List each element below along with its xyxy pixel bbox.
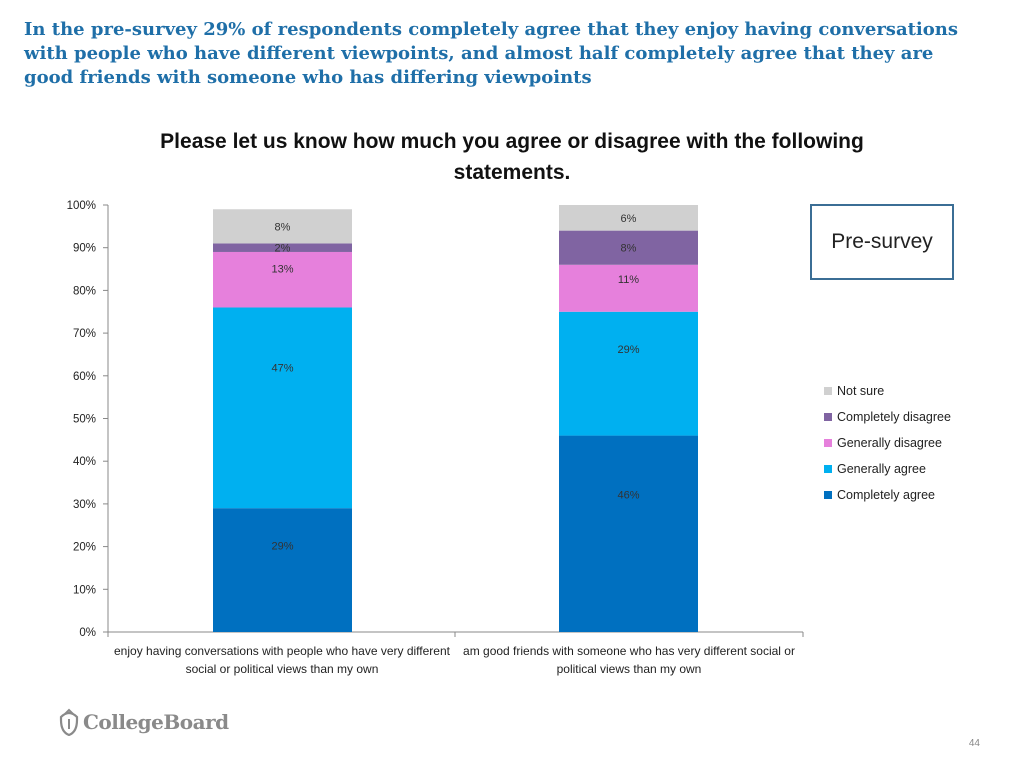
legend-swatch-completely-agree	[824, 491, 832, 499]
legend-label-completely-disagree: Completely disagree	[837, 410, 951, 424]
y-tick-label-90: 90%	[73, 243, 96, 255]
bar-1-completely-agree	[213, 508, 352, 632]
legend-label-completely-agree: Completely agree	[837, 488, 935, 502]
legend-item-generally-agree: Generally agree	[824, 456, 951, 482]
logo-text: CollegeBoard	[83, 710, 229, 734]
legend-label-generally-agree: Generally agree	[837, 462, 926, 476]
data-label-1-completely-agree: 29%	[271, 540, 293, 552]
y-tick-label-30: 30%	[73, 499, 96, 511]
college-board-logo: CollegeBoard	[58, 708, 229, 736]
legend-label-generally-disagree: Generally disagree	[837, 436, 942, 450]
y-tick-label-20: 20%	[73, 542, 96, 554]
chart-title: Please let us know how much you agree or…	[160, 130, 864, 184]
bar-1-generally-agree	[213, 307, 352, 509]
x-category-label-1: enjoy having conversations with people w…	[114, 644, 450, 676]
x-category-label-2: am good friends with someone who has ver…	[463, 644, 795, 676]
y-tick-label-100: 100%	[67, 200, 96, 212]
bar-2-not-sure	[559, 205, 698, 231]
slide-headline: In the pre-survey 29% of respondents com…	[24, 19, 958, 88]
bar-1-completely-disagree	[213, 243, 352, 252]
legend-item-not-sure: Not sure	[824, 378, 951, 404]
data-label-2-not-sure: 6%	[621, 213, 637, 225]
y-tick-label-70: 70%	[73, 328, 96, 340]
legend-item-generally-disagree: Generally disagree	[824, 430, 951, 456]
bar-1-generally-disagree	[213, 251, 352, 308]
bar-2-generally-agree	[559, 311, 698, 436]
data-label-1-not-sure: 8%	[275, 221, 291, 233]
data-label-2-completely-agree: 46%	[617, 490, 639, 502]
y-tick-label-0: 0%	[79, 627, 96, 639]
y-tick-label-50: 50%	[73, 414, 96, 426]
legend-swatch-completely-disagree	[824, 413, 832, 421]
data-label-1-generally-disagree: 13%	[271, 264, 293, 276]
bar-1-not-sure	[213, 209, 352, 244]
bar-2-completely-agree	[559, 435, 698, 632]
y-tick-label-80: 80%	[73, 285, 96, 297]
acorn-icon	[59, 708, 79, 736]
bar-2-generally-disagree	[559, 264, 698, 312]
bar-2-completely-disagree	[559, 230, 698, 265]
data-label-2-completely-disagree: 8%	[621, 243, 637, 255]
y-tick-label-10: 10%	[73, 584, 96, 596]
data-label-2-generally-disagree: 11%	[618, 274, 639, 286]
data-label-2-generally-agree: 29%	[617, 344, 639, 356]
pre-survey-box: Pre-survey	[810, 204, 954, 280]
legend-swatch-generally-agree	[824, 465, 832, 473]
data-label-1-generally-agree: 47%	[271, 363, 293, 375]
y-tick-label-60: 60%	[73, 371, 96, 383]
legend-label-not-sure: Not sure	[837, 384, 885, 398]
legend-swatch-not-sure	[824, 387, 832, 395]
chart-legend: Not sure Completely disagree Generally dis…	[824, 378, 951, 508]
legend-item-completely-disagree: Completely disagree	[824, 404, 951, 430]
data-label-1-completely-disagree: 2%	[275, 242, 291, 254]
legend-item-completely-agree: Completely agree	[824, 482, 951, 508]
y-tick-label-40: 40%	[73, 456, 96, 468]
page-number: 44	[968, 738, 980, 749]
legend-swatch-generally-disagree	[824, 439, 832, 447]
